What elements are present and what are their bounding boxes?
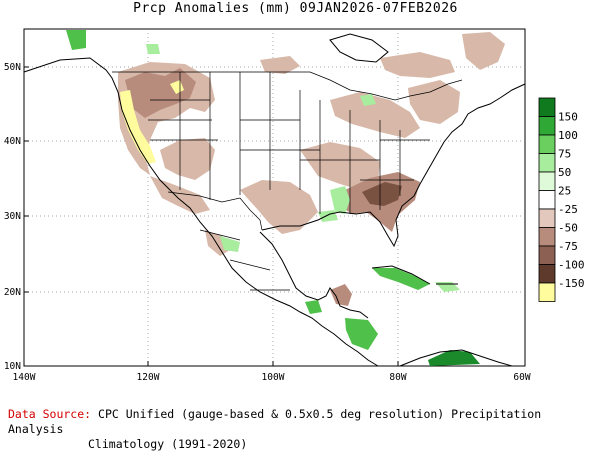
mexico-states [199,229,290,291]
atlantic-coast [413,83,526,197]
legend-swatch [538,116,556,136]
legend-swatch [538,134,556,154]
cuba-outline [371,265,431,285]
dry-area-canada-east [380,52,455,78]
political-borders [112,71,463,291]
wet-area-honduras [345,318,378,350]
dry-area-new-england [408,80,460,124]
dry-area-canada-prairies [260,56,300,74]
footer: Data Source: CPC Unified (gauge-based & … [8,407,591,452]
coastlines [23,33,526,367]
wet-anomaly-areas [66,30,480,366]
legend-swatch [538,245,556,265]
wet-area-gulf-coast [330,186,350,214]
legend-swatch [538,190,556,210]
dry-area-southeast-core [362,182,402,206]
plot-ticks [24,66,399,366]
lon-tick-label: 80W [389,372,406,383]
wet-area-south-america [428,350,480,366]
legend-colorbar: 150 100 75 50 25 -25 -50 -75 -100 -150 [538,97,585,302]
footer-source-line: Data Source: CPC Unified (gauge-based & … [8,407,591,437]
data-source-text: CPC Unified (gauge-based & 0.5x0.5 deg r… [8,407,542,436]
legend-swatch [538,282,556,302]
map-title: Prcp Anomalies (mm) 09JAN2026-07FEB2026 [133,1,458,16]
lat-tick-label: 40N [4,136,21,147]
lat-tick-labels: 50N 40N 30N 20N 10N [4,62,21,372]
legend-swatch [538,171,556,191]
legend-label: -25 [558,203,578,216]
legend-label: 50 [558,166,571,179]
wet-area-pacific-mexico [220,236,240,252]
lat-tick-label: 10N [4,361,21,372]
wet-area-cuba [372,268,430,290]
lon-tick-label: 120W [137,372,160,383]
us-canada-border [112,71,463,101]
lat-tick-label: 30N [4,211,21,222]
north-america-outline [23,57,379,367]
dry-area-rockies [160,138,215,180]
extreme-dry-west-coast [120,90,156,164]
lon-tick-label: 60W [513,372,530,383]
dry-area-central-america [330,284,352,306]
anomaly-map: 140W 120W 100W 80W 60W 50N 40N 30N 20N 1… [4,28,585,383]
legend-swatch [538,208,556,228]
wet-area-bc [146,44,160,54]
dry-area-labrador [462,32,505,70]
wet-area-alaska-edge [66,30,86,50]
south-america-outline [399,349,513,367]
us-gulf-coast [261,195,415,248]
wet-area-yucatan [305,300,322,314]
dry-area-southern-plains [240,180,318,234]
legend-label: 150 [558,111,578,124]
lon-tick-labels: 140W 120W 100W 80W 60W [13,372,531,383]
legend-swatch [538,264,556,284]
legend-swatch [538,153,556,173]
wet-area-lakes [360,94,376,106]
state-lines [148,72,430,214]
extreme-dry-idaho [170,80,184,94]
legend-label: 100 [558,129,578,142]
legend-label: -100 [558,259,585,272]
legend-swatch [538,227,556,247]
gulf-coast [259,231,369,319]
lat-tick-label: 50N [4,62,21,73]
us-mexico-border [167,191,263,231]
dry-area-northwest-core [125,68,196,118]
legend-label: -150 [558,277,585,290]
data-source-label: Data Source: [8,407,92,421]
legend-swatch [538,97,556,117]
lat-tick-label: 20N [4,287,21,298]
legend-label: 25 [558,185,571,198]
hudson-bay [329,33,389,63]
dry-area-great-lakes [330,92,420,138]
legend-label: -50 [558,222,578,235]
legend-label: -75 [558,240,578,253]
extreme-dry-areas [120,80,184,164]
lon-tick-label: 140W [13,372,36,383]
lon-tick-label: 100W [262,372,285,383]
legend-label: 75 [558,148,571,161]
dry-area-mexico [205,230,230,256]
footer-climatology: Climatology (1991-2020) [88,437,248,451]
